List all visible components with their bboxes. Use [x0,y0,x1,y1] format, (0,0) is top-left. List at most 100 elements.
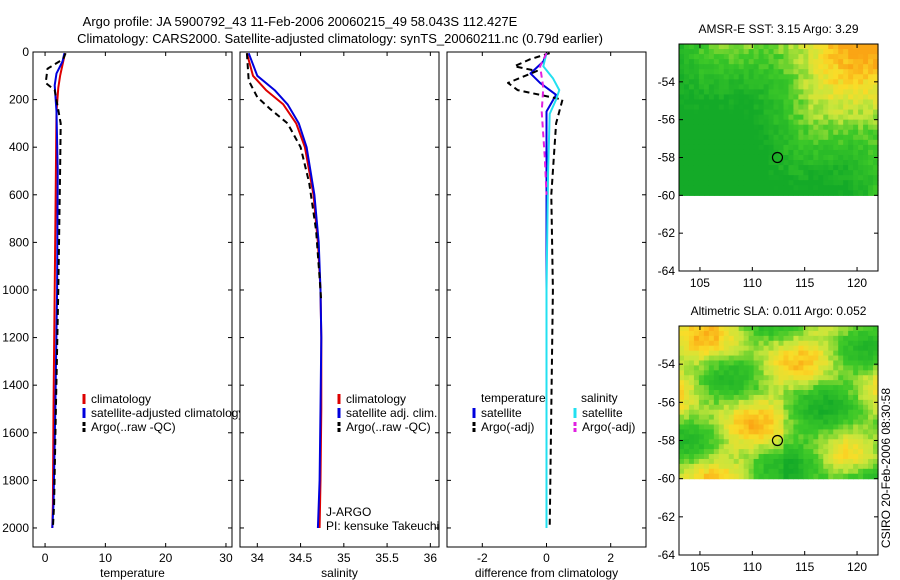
map-cell [828,149,834,156]
map-cell [698,454,705,460]
map-cell [753,134,760,141]
map-cell [788,94,795,101]
map-cell [813,473,819,480]
map-cell [848,458,854,465]
map-cell [798,404,804,411]
map-cell [813,144,819,151]
map-cell [808,330,814,337]
map-cell [863,419,869,426]
map-cell [763,473,770,480]
map-cell [873,84,879,90]
map-cell [763,419,770,426]
map-cell [733,419,740,426]
map-cell [793,454,799,460]
map-cell [808,463,814,470]
map-cell [703,463,710,470]
map-cell [838,175,844,181]
map-cell [763,69,770,75]
map-cell [733,326,740,332]
map-cell [758,409,765,416]
map-cell [803,409,809,416]
map-cell [698,154,705,161]
map-cell [773,64,780,70]
map-cell [679,170,685,176]
map-cell [783,370,790,376]
map-cell [748,69,755,75]
map-cell [798,89,804,96]
map-cell [843,468,849,475]
map-cell [858,59,864,65]
map-cell [768,375,775,381]
map-cell [723,350,730,357]
map-cell [703,114,710,121]
map-cell [723,185,730,191]
map-cell [838,390,844,396]
map-cell [783,54,790,60]
map-cell [798,175,804,181]
map-cell [728,89,735,96]
map-cell [813,335,819,342]
map-cell [683,134,690,141]
map-cell [698,468,705,475]
map-cell [683,404,690,411]
map-cell [773,468,780,475]
map-title: AMSR-E SST: 3.15 Argo: 3.29 [698,22,858,36]
map-cell [828,350,834,357]
map-cell [758,139,765,146]
x-axis-label: difference from climatology [475,566,618,580]
map-cell [848,94,854,101]
map-cell [768,458,775,465]
map-cell [808,129,814,136]
map-cell [828,473,834,480]
map-cell [863,139,869,146]
map-cell [843,345,849,352]
map-cell [813,424,819,431]
map-cell [838,360,844,366]
map-cell [733,404,740,411]
map-cell [868,394,874,401]
map-cell [863,44,869,50]
map-cell [698,345,705,352]
map-cell [868,180,874,186]
map-cell [853,424,859,431]
map-cell [788,444,795,450]
map-cell [848,424,854,431]
map-cell [873,463,879,470]
map-cell [798,326,804,332]
map-cell [748,468,755,475]
map-cell [688,444,695,450]
map-cell [763,185,770,191]
map-cell [838,404,844,411]
map-cell [738,59,745,65]
map-cell [818,350,824,357]
map-cell [803,154,809,161]
map-cell [793,144,799,151]
map-cell [838,419,844,426]
map-cell [733,424,740,431]
map-cell [773,463,780,470]
map-cell [773,109,780,116]
map-cell [763,119,770,126]
map-cell [788,84,795,90]
map-cell [798,99,804,106]
map-cell [758,345,765,352]
map-cell [693,64,700,70]
map-cell [828,330,834,337]
map-cell [693,394,700,401]
map-cell [788,180,795,186]
map-cell [783,49,790,55]
map-cell [688,326,695,332]
map-cell [868,99,874,106]
map-cell [708,385,715,391]
map-cell [873,114,879,121]
map-cell [683,109,690,116]
map-cell [773,473,780,480]
y-tick-label: -60 [658,188,676,202]
map-cell [698,360,705,366]
map-cell [783,180,790,186]
map-cell [693,404,700,411]
map-cell [798,330,804,337]
map-cell [728,463,735,470]
map-cell [713,149,720,156]
map-cell [708,129,715,136]
